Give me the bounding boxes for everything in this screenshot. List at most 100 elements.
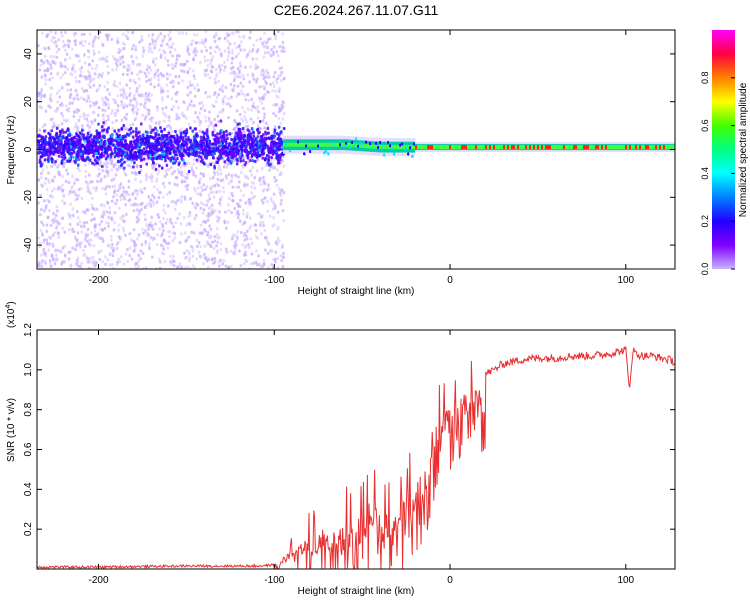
spectrogram-core (601, 145, 604, 150)
spectrogram-cell (246, 73, 250, 77)
spectrogram-cell (280, 152, 284, 156)
spectrogram-cell (203, 220, 207, 224)
spectrogram-cell (214, 143, 218, 147)
spectrogram-cell (202, 143, 205, 147)
spectrogram-cell (309, 149, 312, 153)
spectrogram-cell (187, 259, 191, 263)
spectrogram-cell (43, 123, 47, 127)
spectrogram-cell (73, 39, 77, 44)
spectrogram-cell (157, 196, 161, 200)
spectrogram-cell (123, 197, 126, 201)
spectrogram-cell (147, 223, 151, 227)
spectrogram-cell (196, 144, 199, 148)
spectrogram-core (463, 145, 466, 150)
spectrogram-cell (270, 48, 273, 52)
spectrogram-cell (219, 248, 223, 252)
spectrogram-core (497, 145, 500, 150)
spectrogram-cell (191, 39, 194, 43)
spectrogram-cell (153, 85, 156, 89)
spectrogram-cell (242, 156, 246, 160)
spectrogram-cell (91, 138, 94, 142)
spectrogram-cell (249, 262, 253, 266)
spectrogram-cell (38, 245, 41, 249)
spectrogram-cell (254, 63, 258, 67)
spectrogram-cell (180, 137, 184, 141)
spectrogram-cell (272, 50, 275, 54)
spectrogram-cell (77, 145, 81, 150)
spectrogram-cell (152, 160, 155, 165)
spectrogram-core (321, 142, 324, 147)
spectrogram-cell (157, 34, 160, 39)
spectrogram-cell (116, 104, 120, 108)
spectrogram-cell (185, 116, 188, 120)
spectrogram-cell (57, 231, 60, 235)
spectrogram-cell (83, 32, 86, 36)
spectrogram-cell (126, 68, 130, 72)
spectrogram-cell (145, 145, 148, 150)
spectrogram-cell (156, 172, 160, 176)
spectrogram-cell (84, 163, 87, 168)
spectrogram-cell (274, 260, 277, 264)
spectrogram-core (325, 142, 328, 147)
spectrogram-cell (122, 219, 126, 223)
spectrogram-cell (282, 46, 285, 50)
spectrogram-cell (141, 94, 144, 98)
spectrogram-cell (101, 186, 104, 191)
spectrogram-cell (56, 100, 60, 104)
spectrogram-core (423, 145, 426, 150)
spectrogram-cell (43, 54, 47, 58)
spectrogram-cell (221, 178, 225, 182)
spectrogram-cell (59, 132, 62, 136)
spectrogram-cell (163, 127, 166, 131)
spectrogram-cell (101, 96, 104, 101)
spectrogram-cell (96, 174, 100, 178)
spectrogram-cell (46, 198, 49, 202)
spectrogram-cell (136, 63, 139, 67)
spectrogram-cell (86, 120, 90, 124)
spectrogram-cell (97, 122, 100, 126)
spectrogram-cell (191, 249, 195, 253)
spectrogram-cell (194, 174, 198, 178)
spectrogram-cell (254, 228, 258, 233)
spectrogram-cell (194, 213, 198, 218)
spectrogram-cell (79, 138, 83, 142)
spectrogram-cell (240, 140, 244, 144)
spectrogram-cell (275, 132, 279, 136)
spectrogram-cell (262, 258, 266, 263)
spectrogram-cell (203, 59, 207, 63)
spectrogram-cell (258, 154, 262, 158)
spectrogram-core (555, 145, 558, 150)
spectrogram-cell (48, 262, 52, 266)
spectrogram-cell (261, 156, 265, 160)
spectrogram-cell (143, 105, 147, 110)
spectrogram-cell (264, 248, 267, 252)
spectrogram-cell (171, 258, 174, 262)
spectrogram-cell (154, 167, 158, 171)
spectrogram-cell (214, 208, 217, 213)
spectrogram-cell (139, 180, 142, 184)
spectrogram-core (631, 145, 634, 150)
spectrogram-core (323, 142, 326, 147)
spectrogram-cell (123, 145, 127, 150)
spectrogram-cell (153, 46, 156, 50)
spectrogram-cell (155, 70, 158, 74)
spectrogram-cell (186, 70, 190, 75)
spectrogram-cell (223, 60, 226, 65)
spectrogram-cell (76, 231, 80, 235)
spectrogram-cell (147, 71, 151, 75)
spectrogram-cell (109, 234, 113, 239)
spectrogram-cell (88, 74, 92, 78)
spectrogram-cell (178, 136, 182, 140)
spectrogram-cell (86, 49, 90, 53)
spectrogram-cell (155, 162, 158, 166)
spectrogram-core (367, 144, 370, 149)
spectrogram-cell (256, 152, 260, 156)
spectrogram-cell (272, 202, 276, 206)
spectrogram-core (513, 145, 516, 150)
spectrogram-cell (265, 68, 268, 72)
spectrogram-cell (76, 166, 80, 170)
spectrogram-cell (88, 32, 92, 36)
spectrogram-cell (155, 243, 159, 247)
spectrogram-cell (127, 179, 131, 183)
spectrogram-cell (161, 251, 164, 255)
